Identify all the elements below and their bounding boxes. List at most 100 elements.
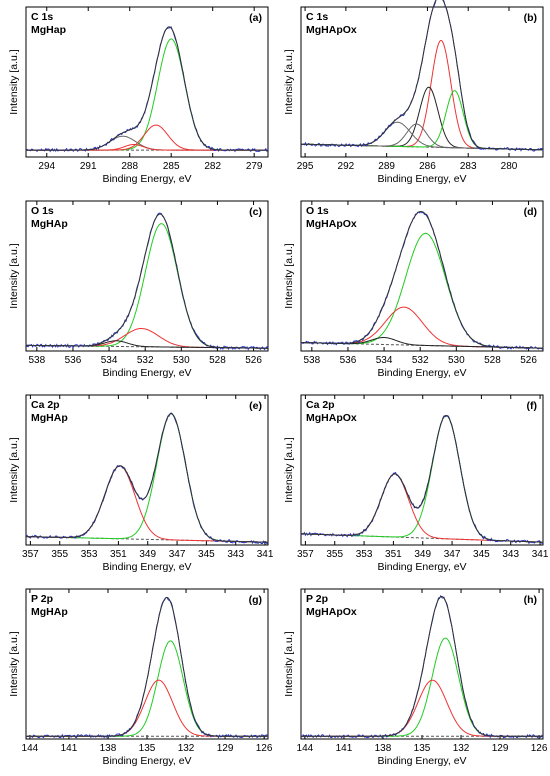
x-axis-label: Binding Energy, eV (377, 561, 466, 573)
x-tick-label: 347 (169, 549, 186, 560)
y-axis-label: Intensity [a.u.] (283, 49, 295, 114)
plot-frame (300, 6, 544, 158)
component-peak-red (301, 473, 543, 543)
x-tick-label: 129 (492, 743, 509, 754)
x-axis-label: Binding Energy, eV (377, 173, 466, 185)
fit-envelope (26, 413, 268, 543)
x-tick-label: 528 (484, 355, 501, 366)
panel-letter: (g) (249, 594, 262, 606)
fit-envelope (300, 0, 544, 151)
plot-frame (300, 200, 544, 352)
x-tick-label: 129 (217, 743, 234, 754)
panel-letter: (e) (249, 400, 262, 412)
x-tick-label: 534 (376, 355, 393, 366)
plot-frame (300, 394, 544, 546)
raw-spectrum (25, 596, 269, 739)
x-tick-label: 292 (338, 161, 355, 172)
y-axis-label: Intensity [a.u.] (8, 243, 20, 308)
panel-title: C 1s (31, 11, 53, 23)
plot-frame (25, 394, 269, 546)
panel-title: O 1s (31, 205, 54, 217)
x-tick-label: 283 (460, 161, 477, 172)
x-tick-label: 351 (385, 549, 402, 560)
y-axis-label: Intensity [a.u.] (8, 437, 20, 502)
panel-e: 357 355 353 351 349 347 345 343 341 Binding Energ… (0, 388, 275, 582)
panel-title: C 1s (306, 11, 328, 23)
y-axis-label: Intensity [a.u.] (8, 49, 20, 114)
panel-letter: (d) (524, 206, 537, 218)
fit-envelope (26, 596, 268, 737)
y-axis-label: Intensity [a.u.] (283, 631, 295, 696)
x-tick-label: 282 (204, 161, 221, 172)
x-tick-label: 343 (502, 549, 519, 560)
panel-subtitle: MgHApOx (306, 218, 357, 230)
x-tick-label: 536 (65, 355, 82, 366)
component-peak-red (301, 306, 543, 349)
x-tick-label: 289 (378, 161, 395, 172)
raw-spectrum (300, 210, 544, 351)
x-tick-label: 355 (51, 549, 68, 560)
x-tick-label: 288 (121, 161, 138, 172)
x-tick-label: 528 (209, 355, 226, 366)
x-tick-label: 138 (375, 743, 392, 754)
x-axis-label: Binding Energy, eV (102, 755, 191, 767)
x-tick-label: 353 (81, 549, 98, 560)
x-tick-label: 351 (110, 549, 127, 560)
component-peak-green (26, 413, 268, 543)
x-tick-label: 530 (448, 355, 465, 366)
x-tick-label: 141 (61, 743, 78, 754)
panel-subtitle: MgHApOx (306, 24, 357, 36)
x-tick-label: 534 (101, 355, 118, 366)
x-tick-label: 526 (245, 355, 262, 366)
x-tick-label: 291 (80, 161, 97, 172)
x-tick-label: 126 (531, 743, 548, 754)
x-tick-label: 295 (297, 161, 314, 172)
x-tick-label: 132 (178, 743, 195, 754)
panel-letter: (a) (249, 12, 262, 24)
x-axis-label: Binding Energy, eV (377, 755, 466, 767)
x-tick-label: 144 (297, 743, 314, 754)
x-tick-label: 279 (246, 161, 263, 172)
x-tick-label: 349 (139, 549, 156, 560)
panel-f: 357 355 353 351 349 347 345 343 341 Binding Energ… (275, 388, 550, 582)
raw-spectrum (300, 415, 544, 545)
x-axis-label: Binding Energy, eV (102, 173, 191, 185)
panel-title: P 2p (31, 593, 53, 605)
x-tick-label: 349 (414, 549, 431, 560)
panel-subtitle: MgHApOx (306, 412, 357, 424)
plot-frame (25, 200, 269, 352)
raw-spectrum (25, 412, 269, 545)
x-tick-label: 347 (444, 549, 461, 560)
x-tick-label: 286 (419, 161, 436, 172)
x-axis-label: Binding Energy, eV (102, 367, 191, 379)
x-tick-label: 280 (501, 161, 518, 172)
panel-letter: (c) (249, 206, 262, 218)
component-peak-green (301, 414, 543, 543)
x-tick-label: 532 (412, 355, 429, 366)
x-tick-label: 536 (340, 355, 357, 366)
panel-subtitle: MgHAp (31, 218, 68, 230)
x-tick-label: 538 (28, 355, 45, 366)
y-axis-label: Intensity [a.u.] (283, 437, 295, 502)
x-tick-label: 343 (227, 549, 244, 560)
x-tick-label: 355 (326, 549, 343, 560)
panel-b: 295 292 289 286 283 280 Binding Energy, eV Inte… (275, 0, 550, 194)
fit-envelope (301, 414, 543, 543)
x-tick-label: 538 (303, 355, 320, 366)
component-peak-black (300, 86, 544, 151)
x-tick-label: 141 (336, 743, 353, 754)
x-tick-label: 138 (100, 743, 117, 754)
x-tick-label: 294 (38, 161, 55, 172)
panel-subtitle: MgHAp (31, 606, 68, 618)
panel-title: Ca 2p (31, 399, 60, 411)
x-tick-label: 353 (356, 549, 373, 560)
panel-g: 144 141 138 135 132 129 126 Binding Energy, eV I… (0, 582, 275, 776)
fit-envelope (301, 210, 543, 349)
component-peak-red (301, 679, 543, 737)
x-tick-label: 341 (532, 549, 549, 560)
x-tick-label: 135 (414, 743, 431, 754)
x-tick-label: 530 (173, 355, 190, 366)
x-tick-label: 285 (163, 161, 180, 172)
x-tick-label: 126 (256, 743, 273, 754)
component-peak-red (26, 679, 268, 737)
